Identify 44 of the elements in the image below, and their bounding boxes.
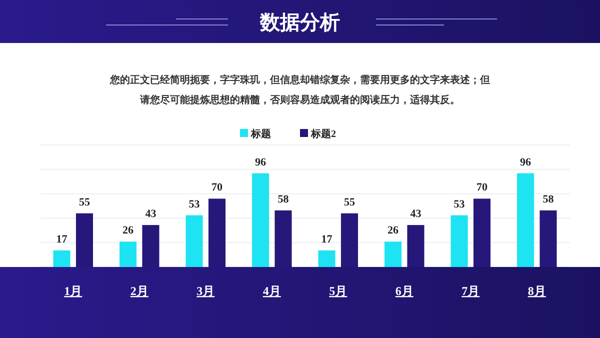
bar	[208, 198, 226, 267]
data-label: 58	[542, 193, 554, 206]
legend-label: 标题2	[310, 128, 336, 140]
x-tick-label: 8月	[528, 284, 546, 298]
bar	[540, 210, 557, 267]
data-label: 96	[520, 156, 532, 168]
data-label: 53	[454, 198, 466, 210]
bar	[53, 250, 70, 267]
x-tick-label: 4月	[262, 284, 281, 298]
x-tick-label: 5月	[329, 284, 348, 298]
chart-subtitle: 您的正文已经简明扼要，字字珠玑，但信息却错综复杂，需要用更多的文字来表述；但请您尽可能提炼思想的精髓，否则容易造成观者的阅读压力，适得其反。	[109, 74, 490, 106]
data-label: 43	[145, 208, 157, 220]
bar	[517, 173, 534, 267]
bar	[252, 173, 270, 267]
bar	[76, 213, 93, 267]
data-label: 17	[56, 233, 68, 246]
data-label: 70	[476, 182, 488, 194]
bar	[473, 198, 490, 267]
data-label: 26	[388, 224, 400, 237]
legend-label: 标题	[250, 128, 271, 140]
x-tick-label: 3月	[196, 284, 215, 298]
data-label: 55	[78, 196, 90, 208]
bar	[384, 242, 402, 267]
data-label: 17	[321, 233, 333, 246]
bar	[120, 242, 137, 267]
bar	[407, 225, 424, 267]
bar	[318, 250, 336, 267]
x-tick-label: 1月	[64, 284, 82, 298]
x-tick-label: 6月	[395, 284, 414, 298]
data-label: 70	[211, 182, 223, 194]
bar	[142, 225, 160, 267]
data-label: 53	[188, 198, 200, 210]
bar	[186, 215, 203, 267]
bar	[450, 215, 468, 267]
data-label: 55	[344, 196, 356, 208]
data-label: 96	[255, 156, 267, 168]
bar	[274, 210, 292, 267]
data-label: 43	[410, 208, 422, 220]
data-label: 26	[122, 224, 134, 237]
bar	[340, 213, 358, 267]
data-label: 58	[278, 193, 290, 206]
x-tick-label: 7月	[462, 284, 480, 298]
chart-title: 数据分析	[259, 12, 340, 34]
x-tick-label: 2月	[130, 284, 148, 298]
